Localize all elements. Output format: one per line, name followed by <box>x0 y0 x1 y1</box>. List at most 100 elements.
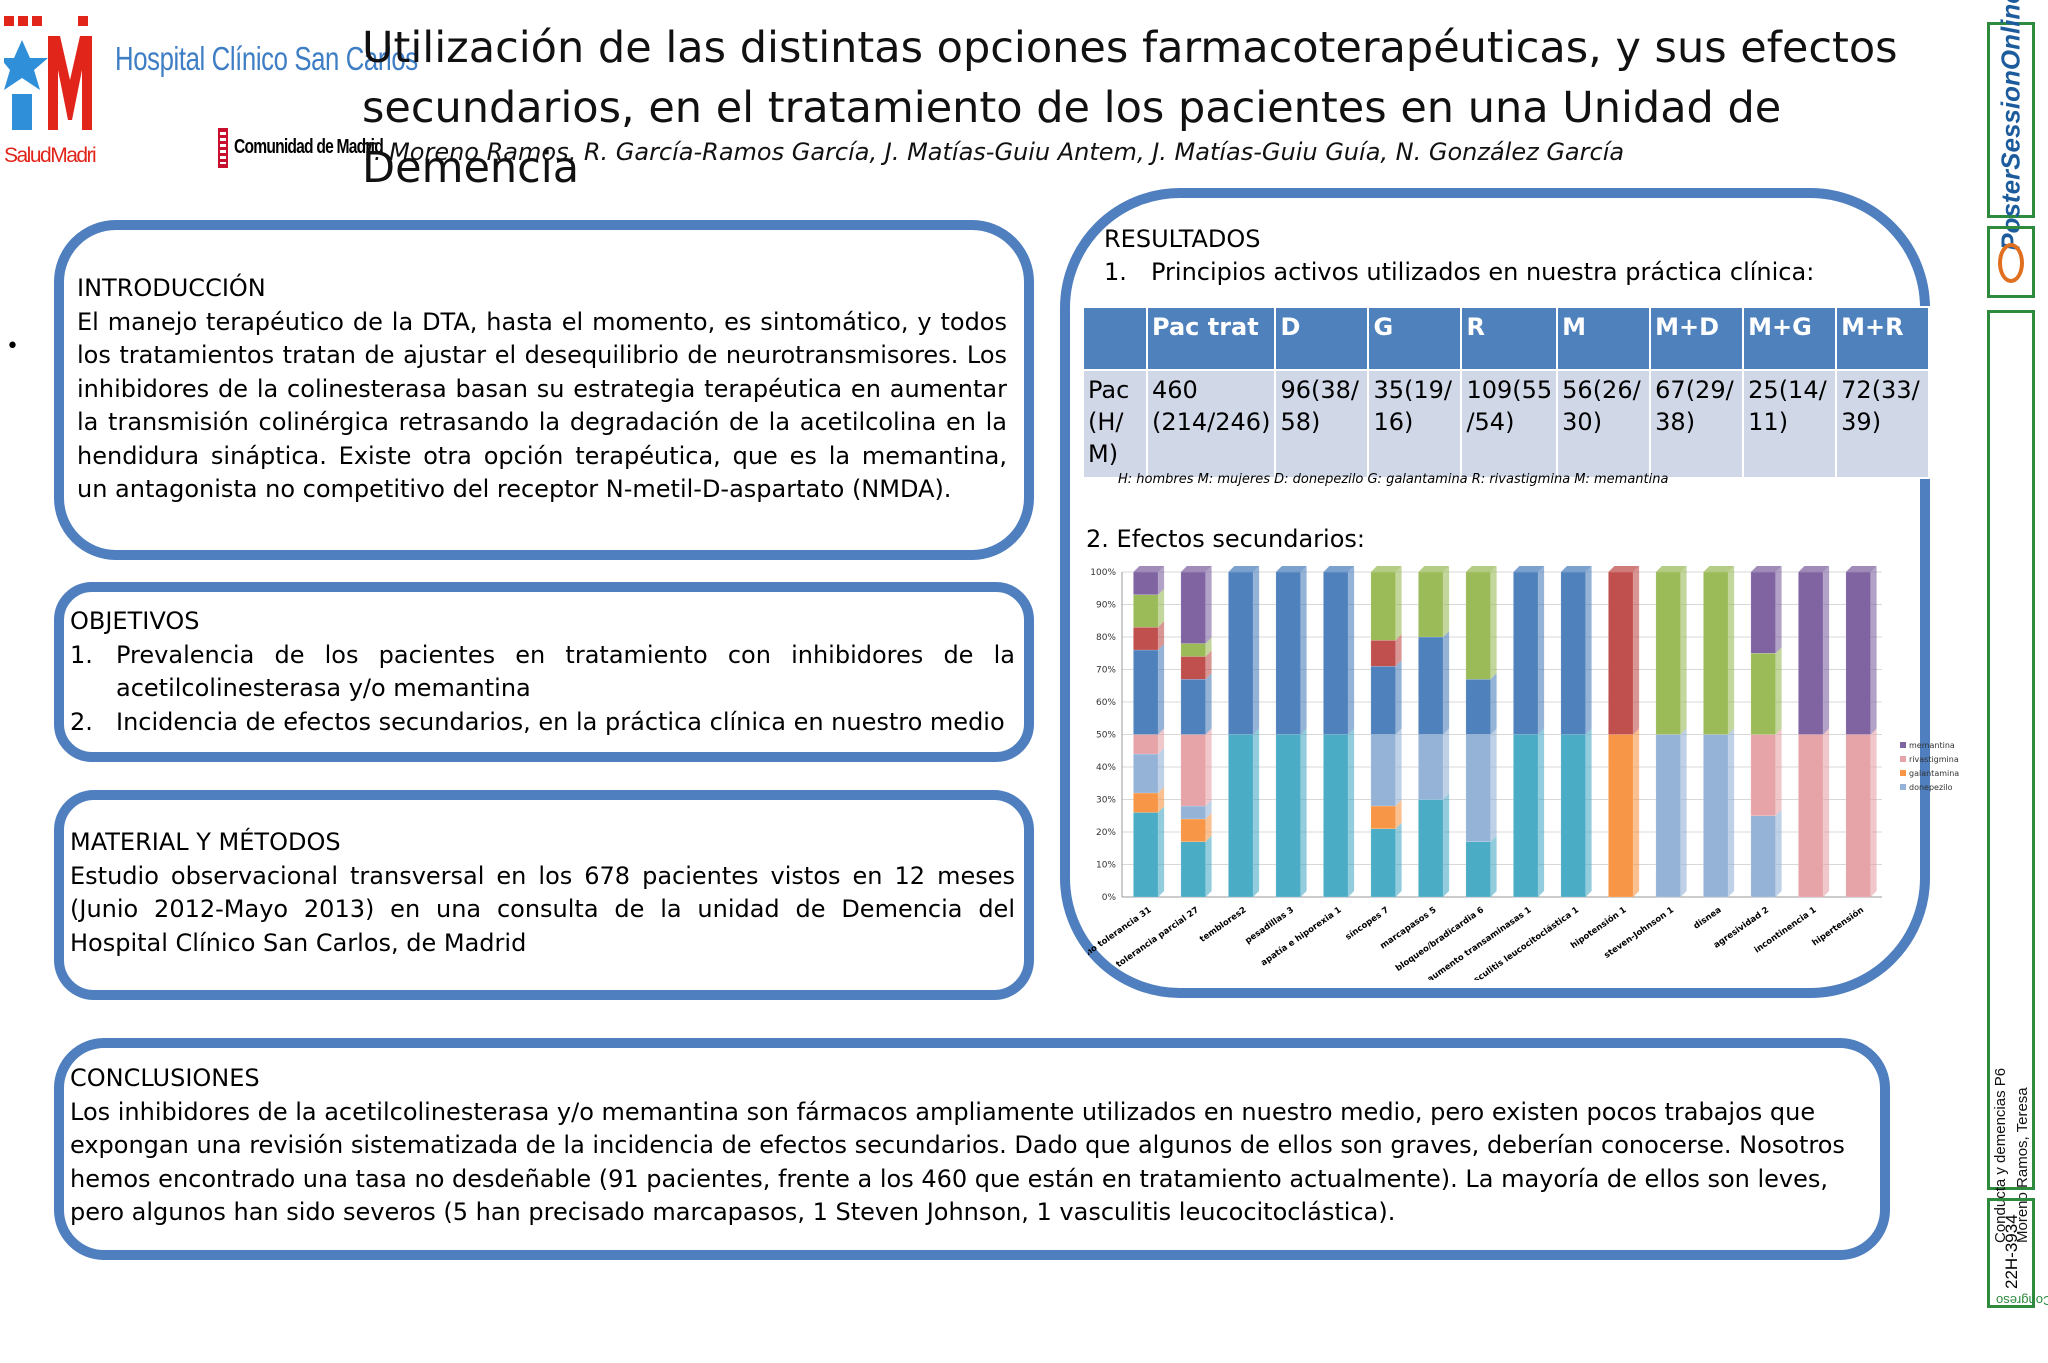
bar-top <box>1228 566 1260 572</box>
table-header-cell <box>1082 306 1148 371</box>
bar-segment-memantina <box>1845 571 1871 735</box>
bar-segment-rivastigmina <box>1465 734 1491 842</box>
bar-top <box>1845 566 1877 572</box>
bar-segment-galantamina <box>1133 627 1159 651</box>
brand-label: Congreso <box>1996 1293 2048 1308</box>
list-item: 1. Prevalencia de los pacientes en trata… <box>70 639 1015 706</box>
bar-segment-donepezilo <box>1133 812 1159 898</box>
bar-side-memantina <box>1775 566 1782 654</box>
bar-segment-memantina <box>1180 571 1206 644</box>
salud-madrid-label: SaludMadrid <box>4 144 96 167</box>
bar-segment-donepezilo <box>1513 571 1539 735</box>
table-header-row: Pac trat D G R M M+D M+G M+R <box>1082 306 1931 371</box>
bar-segment-rivastigmina <box>1703 734 1729 898</box>
bar-side-donepezilo <box>1205 673 1212 735</box>
bar-side-rivastigmina <box>1775 728 1782 816</box>
comunidad-label: Comunidad de Madrid <box>234 136 384 159</box>
bar-top <box>1418 566 1450 572</box>
results-sub-text: Principios activos utilizados en nuestra… <box>1151 258 1815 286</box>
bar-segment-memantina <box>1798 571 1824 735</box>
table-cell: 25(14/ 11) <box>1742 369 1838 479</box>
bar-side-memantina <box>1490 566 1497 680</box>
stray-dot: • <box>6 334 19 359</box>
bar-side-galantamina <box>1158 787 1165 813</box>
bar-segment-memantina <box>1133 571 1159 595</box>
list-number: 2. <box>70 707 93 736</box>
y-tick-label: 90% <box>1096 601 1116 611</box>
legend-label: donepezilo <box>1909 783 1953 792</box>
bar-side-rivastigmina <box>1158 728 1165 754</box>
bar-side-memantina <box>1158 566 1165 595</box>
poster-session-label: PosterSessionOnline <box>1995 0 2026 251</box>
title-line-2: secundarios, en el tratamiento de los pa… <box>362 83 1782 193</box>
bar-segment-rivastigmina <box>1750 734 1776 816</box>
table-header-cell: D <box>1274 306 1370 371</box>
table-cell: 35(19/ 16) <box>1367 369 1463 479</box>
poster-code: 22H-3934 <box>2002 1214 2021 1289</box>
table-cell: 67(29/ 38) <box>1649 369 1745 479</box>
bar-side-galantamina <box>1158 621 1165 650</box>
drugs-table: Pac trat D G R M M+D M+G M+R Pac (H/ M) … <box>1082 306 1931 479</box>
bar-side-galantamina <box>1633 566 1640 735</box>
session-info-strip: Conducta y demencias P6 Moreno Ramos, Te… <box>1987 310 2035 1243</box>
bar-side-donepezilo <box>1348 728 1355 897</box>
bar-segment-rivastigmina <box>1370 734 1396 807</box>
bar-side-rivastigmina <box>1728 728 1735 897</box>
methods-section: MATERIAL Y MÉTODOS Estudio observacional… <box>70 826 1015 960</box>
y-tick-label: 100% <box>1090 568 1116 578</box>
y-tick-label: 20% <box>1096 828 1116 838</box>
legend-label: rivastigmina <box>1909 755 1959 764</box>
bar-side-donepezilo <box>1348 566 1355 735</box>
bar-side-galantamina <box>1395 634 1402 667</box>
table-header-cell: M+G <box>1742 306 1838 371</box>
legend-swatch <box>1900 742 1906 748</box>
bar-segment-memantina <box>1418 571 1444 638</box>
y-tick-label: 40% <box>1096 763 1116 773</box>
introduction-box <box>54 220 1034 560</box>
bar-side-rivastigmina <box>1395 728 1402 806</box>
bar-segment-donepezilo <box>1418 799 1444 898</box>
bar-side-donepezilo <box>1443 631 1450 735</box>
list-item: 2. Incidencia de efectos secundarios, en… <box>70 706 1015 740</box>
bar-side-memantina <box>1158 588 1165 628</box>
bar-side-donepezilo <box>1538 566 1545 735</box>
bar-side-donepezilo <box>1253 566 1260 735</box>
y-tick-label: 0% <box>1102 893 1117 903</box>
bar-top <box>1750 566 1782 572</box>
bar-segment-galantamina <box>1180 818 1206 842</box>
results-subtitle: 1. Principios activos utilizados en nuest… <box>1104 258 1814 286</box>
table-legend-note: H: hombres M: mujeres D: donepezilo G: g… <box>1118 472 1669 487</box>
bar-side-donepezilo <box>1395 822 1402 897</box>
bar-side-memantina <box>1443 566 1450 637</box>
bar-segment-galantamina <box>1133 792 1159 813</box>
side-effects-chart: 0%10%20%30%40%50%60%70%80%90%100%no tole… <box>1088 566 1959 980</box>
bar-side-donepezilo <box>1300 566 1307 735</box>
bar-top <box>1560 566 1592 572</box>
bar-segment-donepezilo <box>1370 666 1396 735</box>
bar-side-memantina <box>1870 566 1877 735</box>
list-text: Incidencia de efectos secundarios, en la… <box>116 707 1005 736</box>
bar-segment-donepezilo <box>1275 571 1301 735</box>
x-tick-label: bloqueo/bradicardia 6 <box>1394 905 1486 974</box>
bar-segment-galantamina <box>1370 805 1396 829</box>
legend-swatch <box>1900 756 1906 762</box>
comunidad-madrid-logo: Comunidad de Madrid <box>218 128 425 168</box>
list-number: 1. <box>70 640 93 669</box>
bar-segment-donepezilo <box>1513 734 1539 898</box>
bar-side-memantina <box>1775 647 1782 735</box>
bar-side-memantina <box>1205 566 1212 644</box>
table-cell: 460 (214/246) <box>1145 369 1277 479</box>
bar-segment-donepezilo <box>1560 734 1586 898</box>
salud-madrid-logo: SaludMadrid <box>4 16 96 167</box>
bar-side-memantina <box>1205 637 1212 657</box>
bar-segment-donepezilo <box>1180 679 1206 735</box>
bar-side-donepezilo <box>1443 793 1450 897</box>
bar-side-rivastigmina <box>1205 728 1212 806</box>
y-tick-label: 60% <box>1096 698 1116 708</box>
y-tick-label: 10% <box>1096 861 1116 871</box>
x-tick-label: hipertensión <box>1810 904 1866 948</box>
table-header-cell: G <box>1367 306 1463 371</box>
legend-swatch <box>1900 770 1906 776</box>
table-header-cell: Pac trat <box>1145 306 1277 371</box>
bar-top <box>1798 566 1830 572</box>
